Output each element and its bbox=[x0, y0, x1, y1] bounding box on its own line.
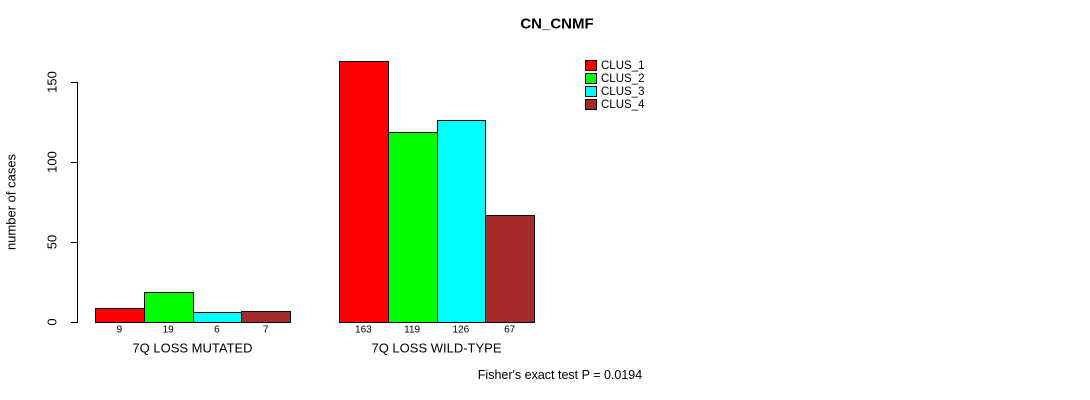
legend-swatch-clus_2 bbox=[585, 73, 597, 84]
bar-clus_4-group1 bbox=[241, 310, 291, 323]
bar-value-label: 7 bbox=[262, 324, 269, 336]
y-axis-line bbox=[77, 82, 78, 323]
legend-label-clus_4: CLUS_4 bbox=[601, 98, 645, 111]
chart-title: CN_CNMF bbox=[520, 15, 594, 33]
y-axis-tick bbox=[71, 321, 78, 323]
y-axis-tick bbox=[71, 81, 78, 83]
y-axis-tick bbox=[71, 241, 78, 243]
y-axis-tick-label: 50 bbox=[44, 234, 60, 250]
legend-label-clus_1: CLUS_1 bbox=[601, 59, 645, 72]
y-axis-tick bbox=[71, 161, 78, 163]
y-axis-tick-label: 150 bbox=[44, 71, 60, 93]
y-axis-tick-label: 100 bbox=[44, 151, 60, 173]
stat-test-annotation: Fisher's exact test P = 0.0194 bbox=[477, 368, 643, 382]
bar-value-label: 19 bbox=[162, 324, 174, 336]
bar-clus_2-group1 bbox=[143, 291, 194, 323]
bar-value-label: 119 bbox=[404, 324, 421, 336]
bar-value-label: 67 bbox=[504, 324, 516, 336]
legend-label-clus_3: CLUS_3 bbox=[601, 85, 645, 98]
x-category-label: 7Q LOSS MUTATED bbox=[132, 340, 253, 356]
bar-value-label: 126 bbox=[452, 324, 470, 336]
bar-clus_4-group2 bbox=[485, 214, 535, 323]
bar-clus_3-group1 bbox=[192, 312, 243, 323]
y-axis-label: number of cases bbox=[3, 153, 19, 251]
bar-clus_3-group2 bbox=[436, 120, 487, 323]
bar-clus_2-group2 bbox=[387, 131, 438, 323]
bar-clus_1-group2 bbox=[339, 61, 389, 323]
bar-value-label: 9 bbox=[116, 324, 123, 336]
bar-clus_1-group1 bbox=[95, 307, 145, 323]
y-axis-tick-label: 0 bbox=[44, 318, 60, 326]
bar-value-label: 6 bbox=[214, 324, 220, 336]
legend-swatch-clus_1 bbox=[585, 60, 597, 71]
legend-label-clus_2: CLUS_2 bbox=[601, 72, 645, 85]
x-category-label: 7Q LOSS WILD-TYPE bbox=[371, 340, 502, 356]
bar-value-label: 163 bbox=[355, 324, 372, 336]
legend-swatch-clus_3 bbox=[585, 86, 597, 97]
legend-swatch-clus_4 bbox=[585, 99, 597, 110]
